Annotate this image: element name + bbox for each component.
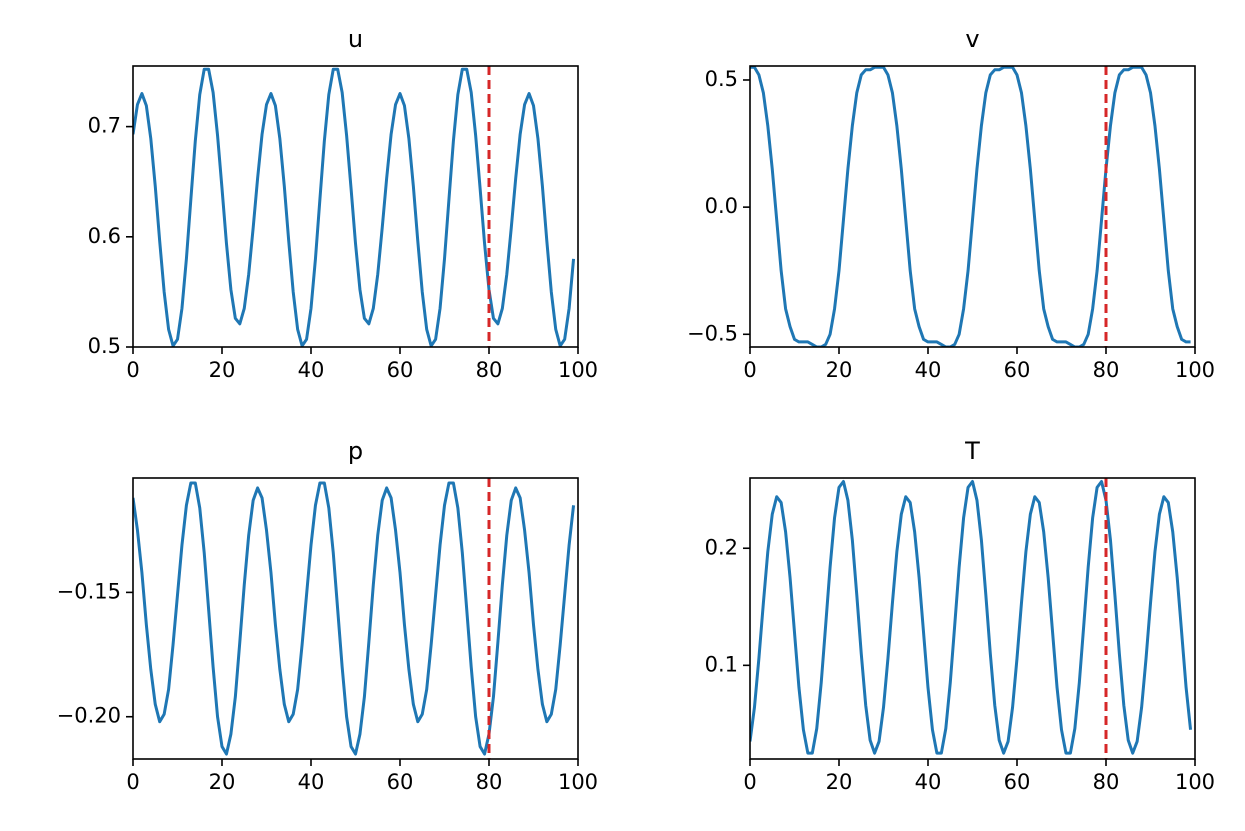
x-tick-label: 60	[1004, 770, 1031, 794]
x-tick-label: 60	[387, 770, 414, 794]
subplot-title: v	[965, 25, 979, 53]
data-line	[133, 481, 576, 756]
data-line	[750, 66, 1191, 347]
x-tick-label: 20	[826, 770, 853, 794]
axes-frame	[749, 477, 1196, 760]
axes-frame	[132, 477, 579, 760]
x-tick-label: 40	[915, 770, 942, 794]
axes-frame	[132, 65, 579, 348]
data-line	[133, 67, 576, 347]
y-tick-label: 0.7	[88, 114, 121, 138]
x-tick-label: 80	[1093, 770, 1120, 794]
x-tick-label: 40	[298, 358, 325, 382]
x-tick-label: 100	[1175, 358, 1215, 382]
y-tick-label: 0.0	[705, 194, 738, 218]
x-tick-label: 20	[209, 358, 236, 382]
x-tick-label: 20	[209, 770, 236, 794]
x-tick-label: 80	[476, 358, 503, 382]
x-tick-label: 80	[1093, 358, 1120, 382]
x-tick-label: 60	[1004, 358, 1031, 382]
y-tick-label: 0.6	[88, 224, 121, 248]
x-tick-label: 0	[743, 358, 756, 382]
y-tick-label: 0.5	[88, 334, 121, 358]
y-tick-label: 0.5	[705, 67, 738, 91]
y-tick-label: −0.20	[57, 704, 121, 728]
x-tick-label: 100	[1175, 770, 1215, 794]
subplot-title: p	[348, 437, 363, 465]
x-tick-label: 100	[558, 358, 598, 382]
subplot-title: T	[964, 437, 980, 465]
x-tick-label: 0	[126, 358, 139, 382]
y-tick-label: −0.15	[57, 579, 121, 603]
x-tick-label: 40	[915, 358, 942, 382]
x-tick-label: 60	[387, 358, 414, 382]
x-tick-label: 100	[558, 770, 598, 794]
data-line	[750, 480, 1193, 755]
x-tick-label: 0	[126, 770, 139, 794]
x-tick-label: 0	[743, 770, 756, 794]
x-tick-label: 40	[298, 770, 325, 794]
y-tick-label: −0.5	[687, 321, 738, 345]
y-tick-label: 0.2	[705, 535, 738, 559]
x-tick-label: 20	[826, 358, 853, 382]
subplot-title: u	[348, 25, 363, 53]
x-tick-label: 80	[476, 770, 503, 794]
y-tick-label: 0.1	[705, 652, 738, 676]
